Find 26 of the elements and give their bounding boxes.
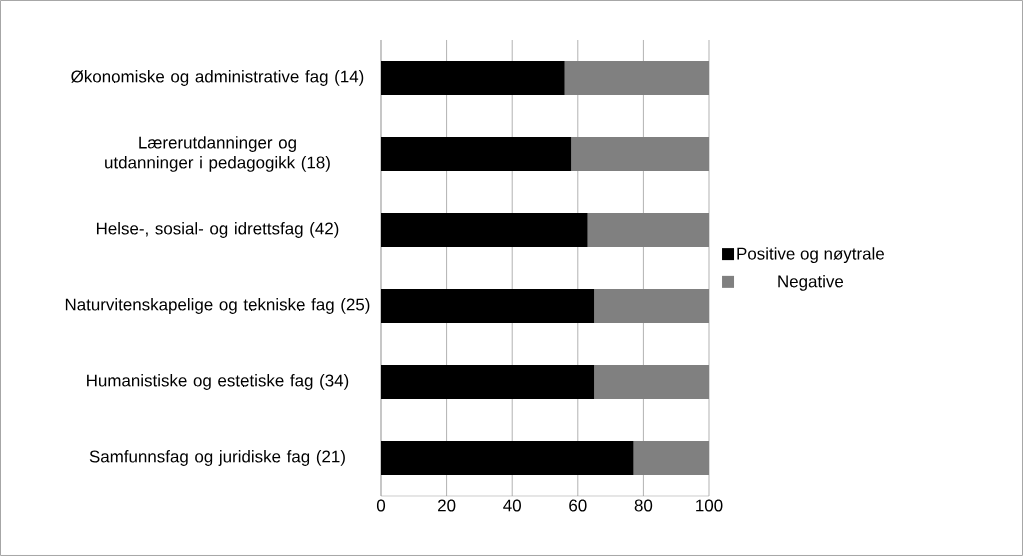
bar [587,212,710,247]
x-tick-label: 20 [438,499,456,512]
y-tick-label: Helse-, sosial- og idrettsfag (42) [96,222,339,238]
y-tick-label: Lærerutdanninger og utdanninger i pedagogikk (18) [105,136,330,172]
x-tick-label: 40 [503,499,521,512]
bar [381,440,634,475]
x-tick-label: 60 [569,499,587,512]
bar [633,440,710,475]
bar [381,60,565,95]
bar [571,136,710,171]
x-tick-label: 0 [376,499,386,512]
bar [594,288,710,323]
bar [381,288,595,323]
y-tick-label: Humanistiske og estetiske fag (34) [87,374,349,390]
bar [381,212,588,247]
bar [594,364,710,399]
bar [381,136,572,171]
y-tick-label: Samfunnsfag og juridiske fag (21) [89,450,345,466]
text: Negative [778,274,844,291]
y-tick-label: Økonomiske og administrative fag (14) [71,70,364,86]
bar [381,364,595,399]
y-tick-label: Naturvitenskapelige og tekniske fag (25) [65,298,370,314]
legend-label: Positive og nøytrale [737,247,884,264]
bar [564,60,710,95]
x-tick-label: 100 [696,499,723,512]
x-tick-label: 80 [634,499,653,512]
